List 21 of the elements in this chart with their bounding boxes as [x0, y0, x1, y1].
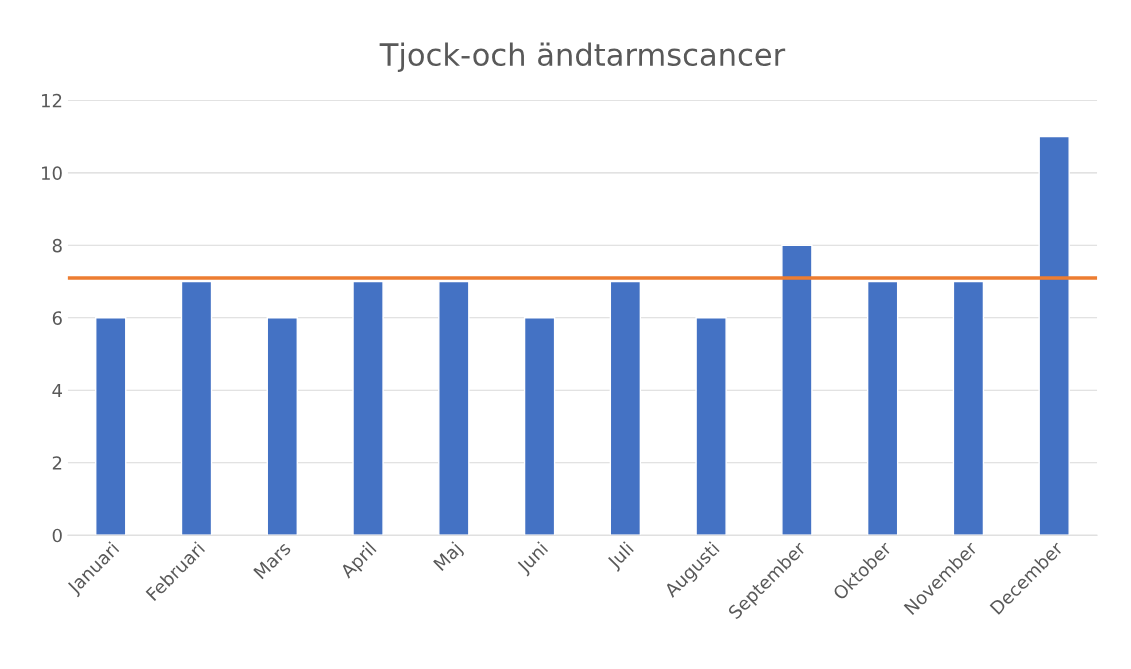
y-tick-label: 0: [52, 528, 62, 543]
bar: [609, 280, 642, 536]
bar: [1038, 135, 1070, 536]
bar: [352, 280, 384, 536]
chart-title: Tjock-och ändtarmscancer: [379, 42, 786, 72]
y-tick-label: 6: [52, 311, 62, 325]
bar: [866, 280, 899, 536]
y-tick-label: 8: [52, 238, 62, 253]
bar: [180, 280, 213, 536]
y-tick-label: 2: [52, 456, 62, 470]
bar: [523, 317, 556, 536]
bar: [266, 317, 298, 536]
bar: [95, 317, 127, 536]
y-tick-label: 12: [42, 93, 62, 108]
bar: [781, 244, 813, 536]
bar: [952, 280, 985, 536]
y-tick-label: 4: [52, 383, 62, 398]
bar: [438, 280, 470, 536]
x-tick-label: Maj: [432, 541, 465, 574]
y-tick-label: 10: [42, 166, 62, 180]
bar: [695, 317, 727, 536]
